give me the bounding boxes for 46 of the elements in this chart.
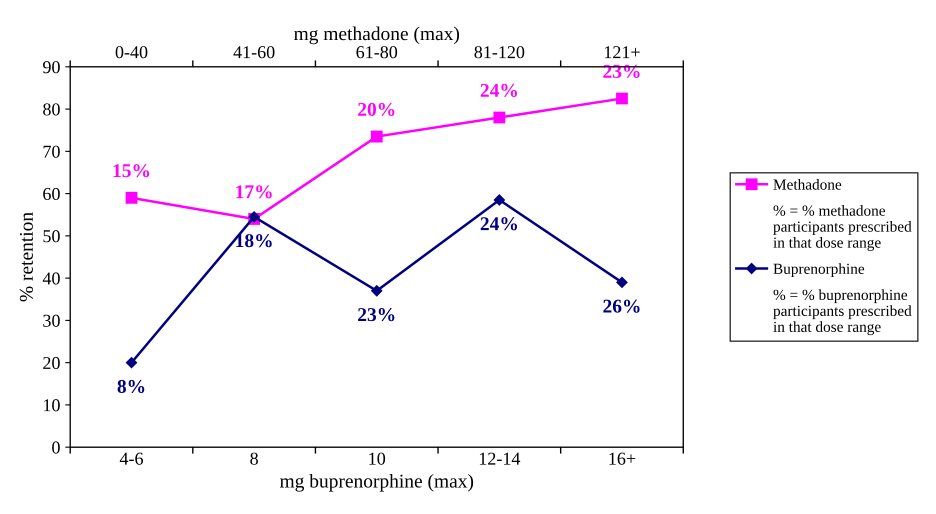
x2-axis-title: mg methadone (max) — [294, 26, 460, 44]
annotation: 24% — [480, 217, 517, 230]
annotation: 20% — [358, 102, 394, 116]
text: 81-120 — [474, 46, 524, 58]
x-axis-title: mg buprenorphine (max) — [280, 474, 474, 492]
point — [616, 276, 628, 288]
legend-label: Buprenorphine — [773, 263, 864, 278]
annotation: 17% — [236, 185, 272, 198]
annotation: 26% — [603, 300, 640, 313]
x-tick-label: 12-14 — [480, 452, 520, 465]
text: 41-60 — [233, 46, 274, 58]
y-tick-label: 20 — [43, 356, 60, 370]
y-tick-label: 80 — [43, 103, 60, 116]
text: % = % buprenorphine participants prescribed in that dose range — [773, 289, 912, 336]
text: % = % methadone participants prescribed in that dose range — [773, 205, 912, 251]
annotation: 18% — [236, 234, 272, 248]
annotation: 23% — [358, 308, 394, 322]
annotation: 8% — [118, 380, 144, 394]
text: 61-80 — [356, 46, 398, 58]
y-tick-label: 50 — [43, 230, 60, 242]
point — [126, 357, 138, 368]
x-tick-label: 8 — [250, 452, 258, 465]
point — [494, 194, 505, 206]
x-tick-label: 4-6 — [120, 452, 144, 465]
y-tick-label: 90 — [43, 61, 60, 74]
point — [126, 192, 138, 204]
legend-label: Methadone — [773, 178, 842, 190]
x-tick-label: 10 — [369, 452, 386, 465]
y-axis-title: % retention — [20, 212, 33, 302]
point — [370, 130, 383, 142]
y-tick-label: 60 — [43, 188, 60, 200]
annotation: 15% — [114, 164, 150, 178]
x-tick-label: 16+ — [609, 452, 636, 465]
point — [493, 112, 506, 124]
y-tick-label: 10 — [44, 399, 60, 412]
point — [371, 285, 382, 296]
annotation: 24% — [480, 84, 517, 97]
text: 0-40 — [116, 46, 148, 58]
point — [248, 211, 260, 222]
y-tick-label: 40 — [42, 272, 60, 285]
y-tick-label: 70 — [44, 146, 60, 158]
y-tick-label: 30 — [43, 314, 60, 327]
text: 121+ — [604, 46, 640, 58]
annotation: 23% — [603, 64, 640, 78]
y-tick-label: 0 — [52, 441, 60, 454]
point — [616, 92, 628, 104]
